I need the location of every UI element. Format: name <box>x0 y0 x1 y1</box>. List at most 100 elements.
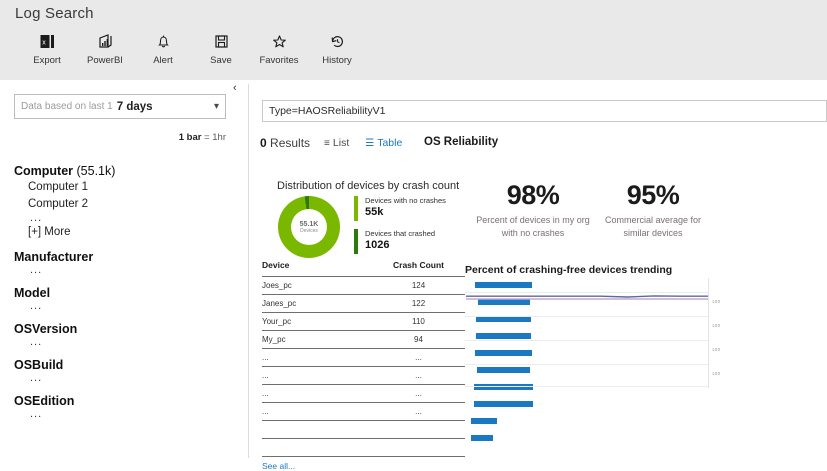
section-title: OS Reliability <box>424 136 499 148</box>
kpi-org-label: Percent of devices in my org with no cra… <box>476 215 590 238</box>
table-row[interactable]: ...... <box>262 366 465 384</box>
powerbi-button[interactable]: PowerBI <box>76 31 134 66</box>
cell-device: ... <box>262 407 269 416</box>
cell-device: Your_pc <box>262 317 292 326</box>
cell-crash-count: ... <box>415 389 422 398</box>
facet-header-osversion[interactable]: OSVersion <box>14 322 78 336</box>
cell-crash-count: 124 <box>411 281 426 290</box>
cell-device: Janes_pc <box>262 299 297 308</box>
see-all-link[interactable]: See all... <box>262 461 296 471</box>
legend-value-crashed: 1026 <box>365 239 390 251</box>
facet-group-model: Model ... <box>14 285 229 312</box>
facet-header-computer[interactable]: Computer (55.1k) <box>14 163 229 179</box>
crash-count-bar <box>471 417 497 424</box>
facet-value-computer-2[interactable]: Computer 2 <box>28 198 89 210</box>
save-label: Save <box>210 55 232 66</box>
tab-table-label: Table <box>377 137 403 149</box>
crash-count-bar <box>474 349 533 356</box>
kpi-org-no-crashes: 98% Percent of devices in my org with no… <box>474 180 592 240</box>
results-count: 0 Results <box>260 136 310 150</box>
table-row[interactable]: Joes_pc 124 <box>262 276 465 294</box>
cell-device: ... <box>262 371 269 380</box>
table-row[interactable] <box>262 438 465 456</box>
pane-divider <box>248 84 249 458</box>
favorites-button[interactable]: Favorites <box>250 31 308 66</box>
export-label: Export <box>33 55 61 66</box>
tab-list[interactable]: ≡ List <box>324 137 349 149</box>
table-row[interactable]: ...... <box>262 348 465 366</box>
table-row[interactable]: ...... <box>262 384 465 402</box>
crash-count-bar <box>476 332 531 339</box>
facet-header-osedition[interactable]: OSEdition <box>14 394 75 408</box>
donut-chart-title: Distribution of devices by crash count <box>277 180 460 192</box>
trend-gridline <box>465 316 708 317</box>
table-row[interactable] <box>262 420 465 438</box>
legend-value-no-crashes: 55k <box>365 206 384 218</box>
bar-cell <box>471 429 536 446</box>
legend-label-crashed: Devices that crashed <box>365 229 436 238</box>
facet-name-computer: Computer <box>14 164 74 178</box>
kpi-commercial-label: Commercial average for similar devices <box>604 215 702 238</box>
cell-device: ... <box>262 353 269 362</box>
facet-header-manufacturer[interactable]: Manufacturer <box>14 250 94 264</box>
legend-label-no-crashes: Devices with no crashes <box>365 196 446 205</box>
table-row[interactable]: ...... <box>262 402 465 420</box>
facet-ellipsis-osbuild: ... <box>30 372 43 384</box>
table-row[interactable]: My_pc 94 <box>262 330 465 348</box>
trend-series-my-org <box>466 295 708 298</box>
results-toolbar: 0 Results ≡ List ☰ Table <box>260 136 402 150</box>
powerbi-label: PowerBI <box>87 55 123 66</box>
donut-center: 55.1K Devices <box>291 209 327 245</box>
facet-ellipsis-manufacturer: ... <box>30 264 43 276</box>
filter-sidebar: Data based on last 1 7 days ▾ 1 bar = 1h… <box>0 84 240 458</box>
trend-gridline <box>465 386 708 387</box>
facet-header-osbuild[interactable]: OSBuild <box>14 358 64 372</box>
results-pane: Type=HAOSReliabilityV1 0 Results ≡ List … <box>249 84 827 471</box>
crash-count-bar <box>471 434 494 441</box>
alert-label: Alert <box>153 55 173 66</box>
bar-cell <box>471 293 536 310</box>
tab-list-label: List <box>332 137 350 149</box>
export-button[interactable]: x Export <box>18 31 76 66</box>
results-count-value: 0 <box>260 136 267 150</box>
bar-cell <box>471 395 536 412</box>
save-button[interactable]: Save <box>192 31 250 66</box>
kpi-commercial-value: 95% <box>626 180 680 210</box>
legend-item-crashed: Devices that crashed 1026 <box>354 229 446 254</box>
table-body: Joes_pc 124 Janes_pc 122 Your_pc 110 My_pc 94..… <box>262 276 465 456</box>
tab-table[interactable]: ☰ Table <box>365 137 402 149</box>
trend-ytick-label: 100 <box>712 323 721 328</box>
trend-ytick-label: 100 <box>712 299 721 304</box>
legend-item-no-crashes: Devices with no crashes 55k <box>354 196 446 221</box>
search-input[interactable]: Type=HAOSReliabilityV1 <box>262 100 827 122</box>
kpi-commercial-average: 95% Commercial average for similar devic… <box>594 180 712 240</box>
bell-icon <box>155 31 172 51</box>
results-count-label: Results <box>270 136 311 150</box>
bar-scale-bold: 1 bar <box>178 132 202 143</box>
list-icon: ≡ <box>324 137 330 149</box>
trend-y-axis <box>708 278 709 388</box>
table-row[interactable]: Your_pc 110 <box>262 312 465 330</box>
crash-count-bar <box>474 400 533 407</box>
bar-scale-note: 1 bar = 1hr <box>179 132 226 143</box>
donut-center-label: Devices <box>300 227 318 234</box>
facet-group-manufacturer: Manufacturer ... <box>14 249 229 276</box>
facet-more-computer[interactable]: [+] More <box>28 226 71 238</box>
time-range-value: 7 days <box>116 100 153 113</box>
export-excel-icon: x <box>39 31 56 51</box>
donut-legend: Devices with no crashes 55k Devices that… <box>354 196 446 262</box>
facet-group-computer: Computer (55.1k) Computer 1 Computer 2 .… <box>14 163 229 240</box>
collapse-sidebar-chevron-left-icon[interactable]: ‹ <box>233 82 237 94</box>
time-range-prefix: Data based on last 1 <box>21 101 113 112</box>
trend-chart-title: Percent of crashing-free devices trendin… <box>465 264 673 276</box>
table-row[interactable]: Janes_pc 122 <box>262 294 465 312</box>
alert-button[interactable]: Alert <box>134 31 192 66</box>
history-button[interactable]: History <box>308 31 366 66</box>
table-grid-icon: ☰ <box>365 137 375 149</box>
time-range-select[interactable]: Data based on last 1 7 days ▾ <box>14 94 226 119</box>
bar-cell <box>471 361 536 378</box>
facet-value-computer-1[interactable]: Computer 1 <box>28 181 89 193</box>
trend-ytick-label: 100 <box>712 371 721 376</box>
facet-header-model[interactable]: Model <box>14 286 51 300</box>
kpi-org-value: 98% <box>506 180 560 210</box>
